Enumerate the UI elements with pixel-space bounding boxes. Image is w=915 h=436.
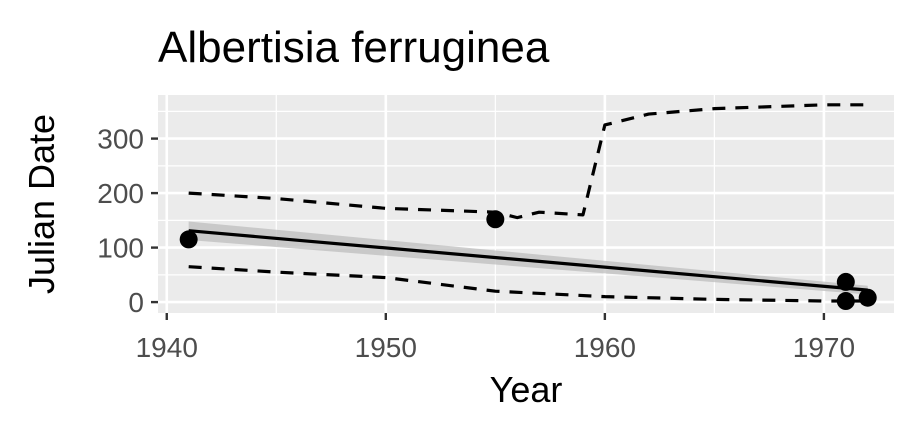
grid-lines <box>158 95 894 313</box>
data-point <box>486 210 505 229</box>
y-tick-label: 300 <box>97 124 144 155</box>
upper-dashed-line <box>188 103 868 220</box>
x-axis: 1940 1950 1960 1970 <box>136 313 855 363</box>
data-point <box>858 288 877 307</box>
y-tick-label: 0 <box>128 287 144 318</box>
x-axis-title: Year <box>490 369 563 410</box>
chart-title: Albertisia ferruginea <box>158 23 550 72</box>
data-point <box>179 230 198 249</box>
point-layer <box>179 210 877 311</box>
x-tick-label: 1970 <box>793 332 855 363</box>
y-tick-label: 200 <box>97 178 144 209</box>
x-tick-label: 1940 <box>136 332 198 363</box>
y-axis: 0 100 200 300 <box>97 124 158 318</box>
y-tick-label: 100 <box>97 233 144 264</box>
data-point <box>836 272 855 291</box>
series-layer <box>188 103 868 303</box>
data-point <box>836 292 855 311</box>
y-axis-title: Julian Date <box>21 114 62 294</box>
trend-line <box>188 229 868 292</box>
x-tick-label: 1960 <box>574 332 636 363</box>
x-tick-label: 1950 <box>355 332 417 363</box>
